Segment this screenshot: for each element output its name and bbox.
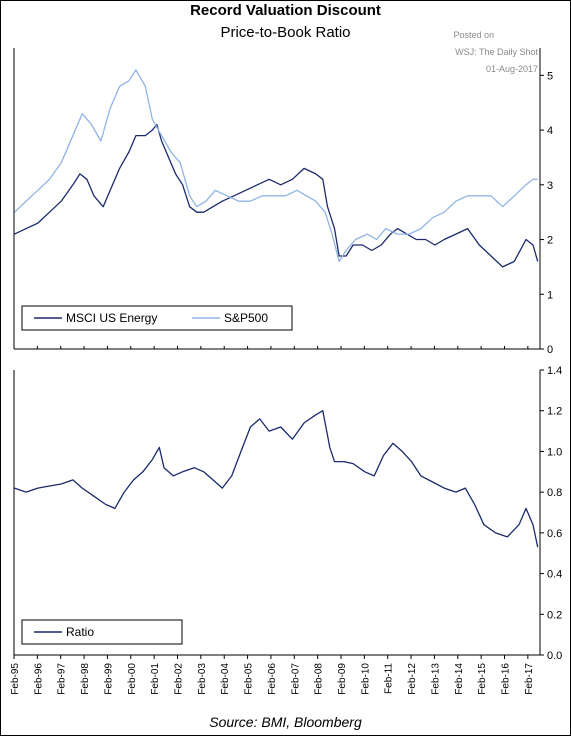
x-tick-label: Feb-01 [150, 663, 161, 695]
x-tick-label: Feb-06 [267, 663, 278, 695]
x-tick-label: Feb-99 [103, 663, 114, 695]
x-tick-label: Feb-09 [337, 663, 348, 695]
y-tick-label: 1.0 [547, 446, 562, 458]
x-tick-label: Feb-17 [524, 663, 535, 695]
y-tick-label: 0 [547, 344, 553, 356]
y-tick-label: 4 [547, 125, 553, 137]
chart-subtitle: Price-to-Book Ratio [220, 24, 351, 41]
x-tick-label: Feb-12 [407, 663, 418, 695]
x-tick-label: Feb-00 [127, 663, 138, 695]
legend-label: MSCI US Energy [66, 311, 157, 325]
x-tick-label: Feb-14 [454, 663, 465, 695]
y-tick-label: 0.4 [547, 569, 562, 581]
x-tick-label: Feb-11 [384, 663, 395, 694]
x-tick-label: Feb-08 [314, 663, 325, 695]
y-tick-label: 1.2 [547, 406, 562, 418]
posted-on-label: Posted on [453, 30, 494, 40]
y-tick-label: 1 [547, 289, 553, 301]
source-note: Source: BMI, Bloomberg [209, 714, 362, 730]
y-tick-label: 0.6 [547, 528, 562, 540]
posted-site-label: WSJ: The Daily Shot [455, 47, 538, 57]
series-line-s-p500 [14, 69, 538, 263]
x-tick-label: Feb-98 [80, 663, 91, 695]
x-tick-label: Feb-96 [33, 663, 44, 695]
series-line-ratio [14, 410, 539, 548]
y-tick-label: 5 [547, 70, 553, 82]
y-tick-label: 2 [547, 235, 553, 247]
y-tick-label: 3 [547, 180, 553, 192]
legend-label: S&P500 [224, 311, 268, 325]
x-tick-label: Feb-15 [477, 663, 488, 695]
x-tick-label: Feb-97 [57, 663, 68, 695]
x-tick-label: Feb-07 [290, 663, 301, 695]
x-tick-label: Feb-95 [10, 663, 21, 695]
x-tick-label: Feb-16 [500, 663, 511, 695]
y-tick-label: 0.2 [547, 609, 562, 621]
posted-date-label: 01-Aug-2017 [485, 64, 538, 74]
x-tick-label: Feb-13 [430, 663, 441, 695]
x-tick-label: Feb-05 [244, 663, 255, 695]
x-tick-label: Feb-04 [220, 663, 231, 695]
x-tick-label: Feb-10 [360, 663, 371, 695]
x-tick-label: Feb-03 [197, 663, 208, 695]
legend-label: Ratio [66, 625, 94, 639]
chart-title: Record Valuation Discount [190, 2, 381, 19]
legend-box [21, 305, 293, 331]
y-tick-label: 1.4 [547, 365, 562, 377]
series-line-msci-us-energy [14, 123, 539, 268]
y-tick-label: 0.8 [547, 487, 562, 499]
x-tick-label: Feb-02 [173, 663, 184, 695]
y-tick-label: 0.0 [547, 650, 562, 662]
